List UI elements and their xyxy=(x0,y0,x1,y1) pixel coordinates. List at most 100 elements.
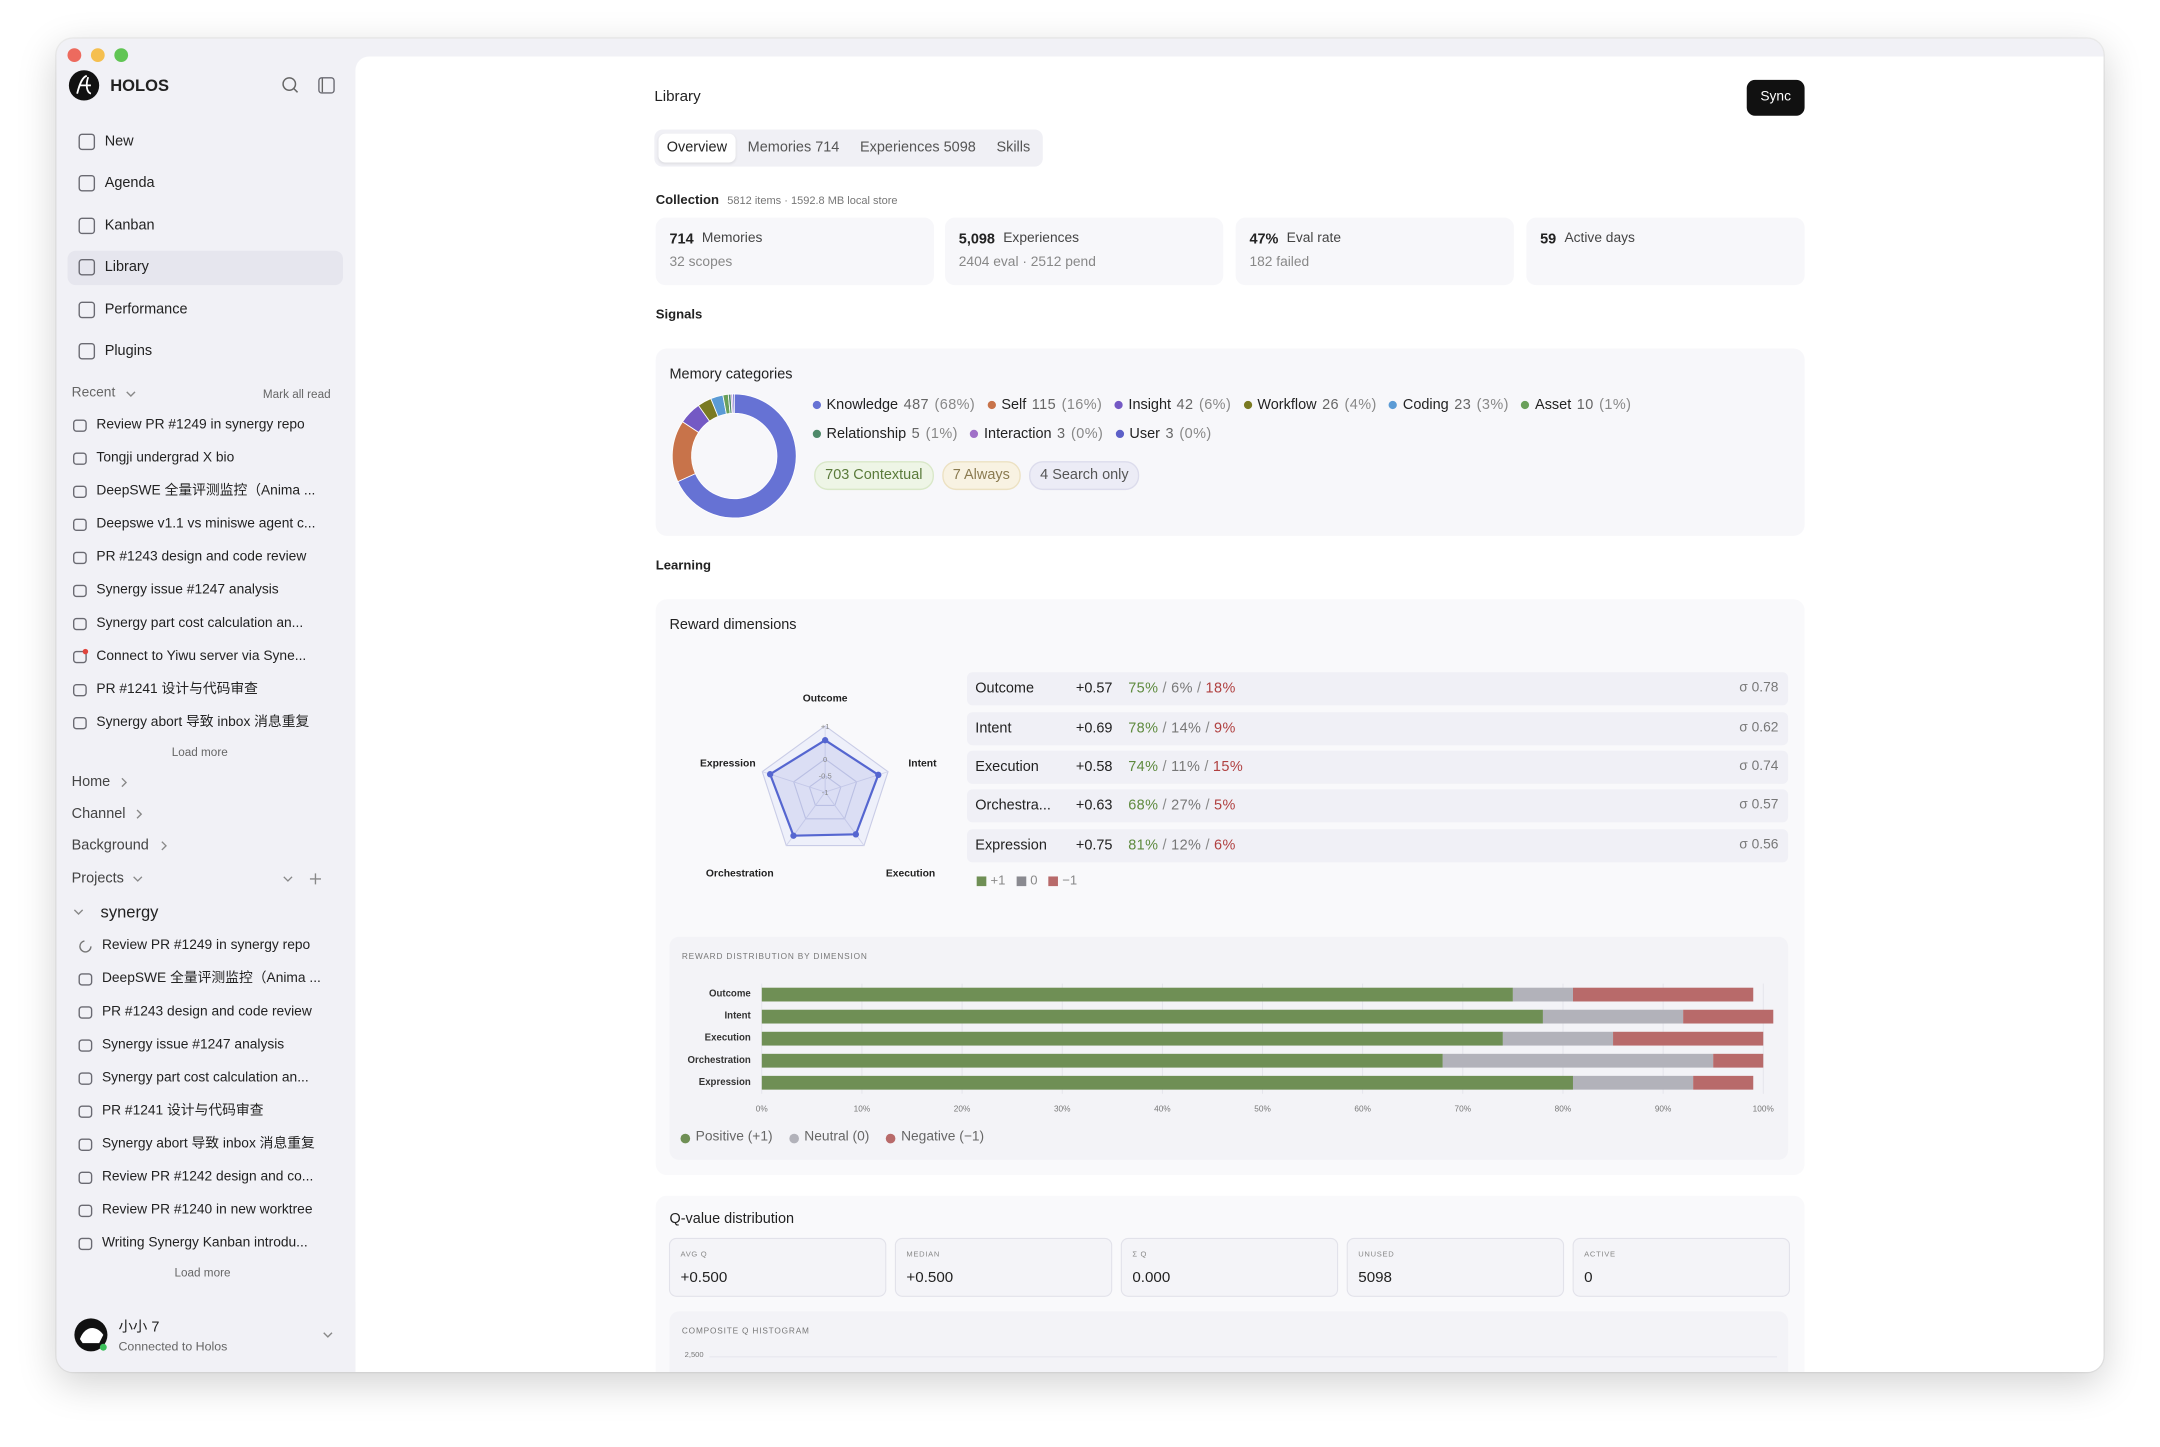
recent-item[interactable]: Connect to Yiwu server via Syne... xyxy=(96,648,307,664)
nav-item[interactable]: Kanban xyxy=(104,217,155,234)
legend-swatch xyxy=(1243,400,1252,410)
recent-item[interactable]: Review PR #1249 in synergy repo xyxy=(96,417,305,433)
dimension-name: Intent xyxy=(975,720,1012,737)
bar-segment xyxy=(1542,1009,1684,1024)
sync-label[interactable]: Sync xyxy=(1760,89,1791,105)
load-more[interactable]: Load more xyxy=(171,744,228,759)
project-item[interactable]: Review PR #1240 in new worktree xyxy=(101,1202,313,1218)
section-link[interactable]: Background xyxy=(71,837,149,854)
collection-info: 5812 items · 1592.8 MB local store xyxy=(727,194,898,207)
chevron xyxy=(121,777,128,788)
project-item[interactable]: Review PR #1242 design and co... xyxy=(101,1169,314,1185)
item-icon xyxy=(78,1105,93,1118)
recent-item[interactable]: Synergy abort 导致 inbox 消息重复 xyxy=(96,714,310,731)
chevron xyxy=(133,876,143,882)
dimension-mean: +0.57 xyxy=(1075,680,1113,697)
search-icon xyxy=(282,77,297,91)
bar-segment xyxy=(761,1031,1503,1046)
chevron xyxy=(323,1332,333,1338)
project-item[interactable]: PR #1241 设计与代码审查 xyxy=(101,1103,264,1119)
section-link[interactable]: Projects xyxy=(71,870,124,887)
recent-item[interactable]: Deepswe v1.1 vs miniswe agent c... xyxy=(96,516,316,532)
chevron xyxy=(126,391,136,398)
recent-item[interactable]: Tongji undergrad X bio xyxy=(96,450,235,466)
tab[interactable]: Experiences 5098 xyxy=(860,139,976,156)
nav-item[interactable]: New xyxy=(104,133,134,150)
stat-label: Memories xyxy=(701,231,763,247)
section-title: Learning xyxy=(655,558,711,574)
split-value: 14% xyxy=(1171,720,1202,737)
nav-item[interactable]: Agenda xyxy=(104,174,155,192)
project-item[interactable]: Review PR #1249 in synergy repo xyxy=(101,938,311,954)
bar-segment xyxy=(761,1009,1543,1024)
legend-swatch xyxy=(987,400,996,410)
q-stat-value: 0.000 xyxy=(1132,1269,1171,1286)
nav-item[interactable]: Library xyxy=(104,258,149,276)
q-stat-box xyxy=(1346,1237,1565,1297)
q-stat-box xyxy=(1572,1237,1790,1297)
stat-headline: 47% Eval rate xyxy=(1249,232,1341,246)
item-icon xyxy=(73,518,87,532)
project-item[interactable]: Synergy abort 导致 inbox 消息重复 xyxy=(101,1136,315,1152)
dimension-sigma: σ 0.62 xyxy=(1739,720,1779,736)
project-item[interactable]: DeepSWE 全量评测监控（Anima ... xyxy=(101,971,321,987)
legend-item: Coding 23 (3%) xyxy=(1389,395,1509,414)
legend-label: Asset xyxy=(1535,396,1572,414)
split-value: 15% xyxy=(1212,758,1244,776)
tab[interactable]: Overview xyxy=(658,133,736,163)
legend-item: Interaction 3 (0%) xyxy=(970,424,1103,443)
legend-label: Positive (+1) xyxy=(695,1129,773,1145)
legend-swatch xyxy=(1521,400,1530,410)
separator: / xyxy=(1196,680,1202,697)
tab[interactable]: Memories 714 xyxy=(747,139,840,156)
legend-item: Self 115 (16%) xyxy=(987,395,1103,414)
recent-item[interactable]: Synergy issue #1247 analysis xyxy=(96,582,279,598)
nav-item[interactable]: Performance xyxy=(104,301,188,318)
split-value: 75% xyxy=(1128,680,1159,697)
stat-label: Experiences xyxy=(1003,231,1080,247)
tab[interactable]: Skills xyxy=(996,139,1031,156)
legend-label: Interaction xyxy=(984,425,1052,443)
project-name[interactable]: synergy xyxy=(100,902,159,922)
y-tick-label: Outcome xyxy=(708,989,751,1000)
split-value: 68% xyxy=(1128,797,1159,814)
load-more[interactable]: Load more xyxy=(174,1265,231,1280)
legend-label: Insight xyxy=(1128,396,1172,414)
sync-button xyxy=(1746,79,1805,116)
section-link[interactable]: Home xyxy=(71,773,111,791)
recent-item[interactable]: Synergy part cost calculation an... xyxy=(96,615,304,631)
project-item[interactable]: Writing Synergy Kanban introdu... xyxy=(101,1235,308,1251)
legend-swatch xyxy=(1389,400,1398,410)
legend-label: Workflow xyxy=(1257,396,1317,414)
card-title: Q-value distribution xyxy=(669,1210,795,1228)
recent-item[interactable]: PR #1241 设计与代码审查 xyxy=(96,681,258,698)
stat-value: 59 xyxy=(1540,231,1557,248)
legend-label: 0 xyxy=(1030,873,1038,889)
q-stat-label: AVG Q xyxy=(680,1251,708,1260)
nav-item[interactable]: Plugins xyxy=(104,342,153,360)
dimension-sigma: σ 0.78 xyxy=(1739,680,1779,696)
x-tick-label: 40% xyxy=(1154,1106,1171,1115)
reward-row xyxy=(967,672,1789,706)
mark-all-read[interactable]: Mark all read xyxy=(262,386,331,401)
project-item[interactable]: Synergy issue #1247 analysis xyxy=(101,1037,285,1053)
recent-item[interactable]: DeepSWE 全量评测监控（Anima ... xyxy=(96,483,316,499)
badge-row: 703 Contextual 7 Always 4 Search only xyxy=(814,461,1140,490)
project-item[interactable]: Synergy part cost calculation an... xyxy=(101,1070,309,1086)
legend-item: Asset 10 (1%) xyxy=(1521,395,1631,414)
recent-item[interactable]: PR #1243 design and code review xyxy=(96,549,307,565)
sidebar-toggle-icon xyxy=(318,77,335,94)
project-item[interactable]: PR #1243 design and code review xyxy=(101,1004,312,1020)
legend-item: User 3 (0%) xyxy=(1115,424,1212,443)
section-link[interactable]: Channel xyxy=(71,805,126,823)
inner-card xyxy=(669,936,1789,1160)
tab-bar: Overview Memories 714 Experiences 5098 Skil… xyxy=(654,129,1043,167)
legend-percent: (3%) xyxy=(1476,396,1509,414)
legend-label: Neutral (0) xyxy=(804,1129,870,1145)
bar-segment xyxy=(761,1053,1443,1068)
separator: / xyxy=(1205,797,1210,814)
y-tick-label: Intent xyxy=(724,1011,751,1022)
item-icon xyxy=(73,419,87,432)
x-tick-label: 80% xyxy=(1554,1106,1572,1115)
item-icon xyxy=(78,1138,93,1151)
